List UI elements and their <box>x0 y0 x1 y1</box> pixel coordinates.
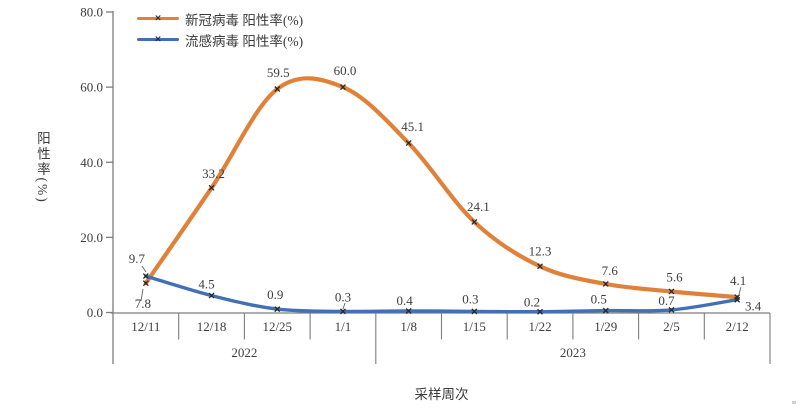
label-leader-line <box>141 265 147 273</box>
data-label: 4.1 <box>730 273 746 288</box>
label-leader-line <box>342 302 346 310</box>
x-tick-label: 1/22 <box>528 319 551 334</box>
data-point-marker <box>208 292 215 299</box>
data-point-marker <box>668 306 675 313</box>
flu-series-swatch: × <box>137 33 179 44</box>
data-point-marker <box>142 273 149 280</box>
flu-series-line <box>144 274 739 314</box>
data-point-markers <box>142 84 741 315</box>
y-tick-label: 60.0 <box>80 80 103 95</box>
data-point-marker <box>339 308 346 315</box>
x-axis-title: 采样周次 <box>414 387 469 402</box>
legend-item-flu: × 流感病毒 阳性率(%) <box>137 29 303 50</box>
legend-item-covid: × 新冠病毒 阳性率(%) <box>137 8 303 29</box>
data-label: 9.7 <box>129 251 146 266</box>
data-label: 7.6 <box>602 263 619 278</box>
data-point-marker <box>668 288 675 295</box>
data-point-marker <box>734 296 741 303</box>
data-point-marker <box>405 308 412 314</box>
data-point-marker <box>339 84 346 91</box>
data-label: 0.7 <box>658 293 675 308</box>
data-label: 0.4 <box>397 293 414 308</box>
data-point-marker <box>208 184 215 191</box>
series-marker-icon: × <box>154 12 162 23</box>
y-tick-label: 0.0 <box>87 305 103 320</box>
data-labels: 7.8 33.2 59.5 60.0 45.1 24.1 12.3 7.6 5.6 4.1 9.7 4… <box>129 63 762 314</box>
data-label: 0.3 <box>335 289 351 304</box>
data-label: 7.8 <box>135 296 151 311</box>
data-label: 3.4 <box>745 299 762 314</box>
x-tick-label: 12/25 <box>262 319 292 334</box>
artifact-speck <box>792 401 796 404</box>
legend-label-covid: 新冠病毒 阳性率(%) <box>185 12 304 28</box>
data-label: 45.1 <box>401 119 424 134</box>
x-tick-label: 2/5 <box>663 319 680 334</box>
year-label: 2023 <box>560 345 586 360</box>
data-point-marker <box>537 308 544 315</box>
data-point-marker <box>602 280 609 287</box>
year-label: 2022 <box>231 345 257 360</box>
data-point-marker <box>602 307 609 314</box>
data-label: 4.5 <box>198 277 214 292</box>
legend: × 新冠病毒 阳性率(%) × 流感病毒 阳性率(%) <box>137 8 303 50</box>
x-tick-label: 2/12 <box>726 319 749 334</box>
data-label: 33.2 <box>202 166 225 181</box>
data-point-marker <box>274 86 281 92</box>
label-leader-line <box>140 288 144 302</box>
covid-series-line <box>143 76 740 300</box>
data-label: 5.6 <box>666 269 683 284</box>
legend-label-flu: 流感病毒 阳性率(%) <box>185 33 304 49</box>
data-point-marker <box>471 308 478 315</box>
y-tick-label: 40.0 <box>80 155 103 170</box>
series-marker-icon: × <box>154 33 162 44</box>
data-point-marker <box>537 263 544 270</box>
covid-series-swatch: × <box>137 12 179 23</box>
x-tick-label: 1/8 <box>400 319 417 334</box>
data-point-marker <box>405 140 412 147</box>
data-label: 0.2 <box>524 295 540 310</box>
x-tick-label: 12/11 <box>131 319 160 334</box>
x-tick-label: 12/18 <box>197 319 227 334</box>
axes: 0.0 20.0 40.0 60.0 80.0 12/11 12/18 12/25 1/1 1/8… <box>80 5 771 364</box>
label-leader-line <box>738 286 742 295</box>
data-label: 60.0 <box>334 63 357 78</box>
data-point-marker <box>471 219 478 225</box>
data-label: 0.5 <box>591 292 607 307</box>
x-tick-label: 1/29 <box>594 319 617 334</box>
data-point-marker <box>274 306 281 313</box>
data-label: 59.5 <box>267 65 290 80</box>
y-axis-title: 阳性率(%) <box>34 131 50 204</box>
x-tick-label: 1/1 <box>335 319 352 334</box>
x-tick-label: 1/15 <box>463 319 486 334</box>
data-label: 24.1 <box>467 199 490 214</box>
data-label: 12.3 <box>529 243 552 258</box>
y-tick-label: 20.0 <box>80 230 103 245</box>
data-label: 0.9 <box>267 287 283 302</box>
data-point-marker <box>142 280 149 287</box>
data-label: 0.3 <box>462 291 478 306</box>
y-tick-label: 80.0 <box>80 5 103 20</box>
